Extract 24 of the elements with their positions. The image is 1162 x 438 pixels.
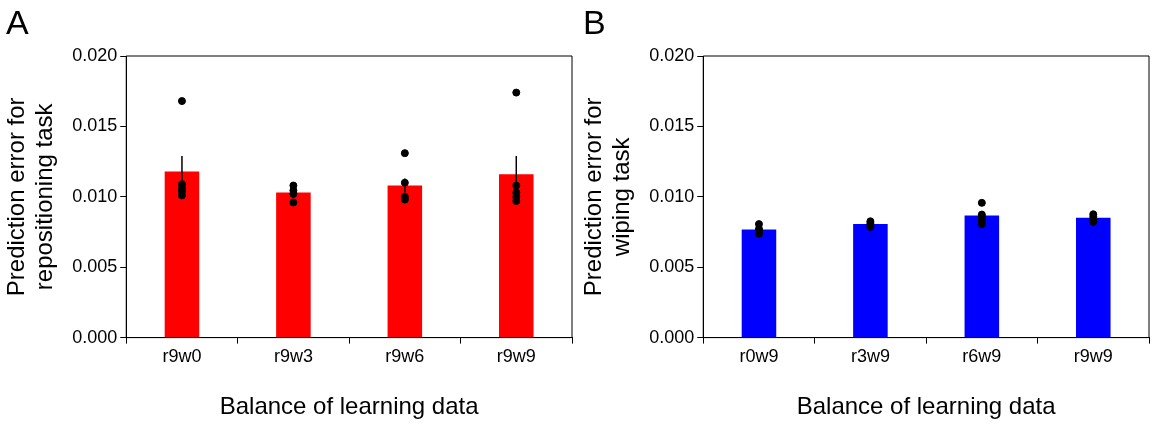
x-tick-label: r0w9	[739, 346, 779, 367]
y-tick-label: 0.015	[649, 115, 695, 136]
y-tick-label: 0.020	[649, 44, 695, 65]
y-tick-label: 0.005	[72, 256, 118, 277]
x-tick-label: r9w0	[162, 346, 202, 367]
x-tick-label: r9w6	[385, 346, 425, 367]
y-tick-label: 0.010	[72, 185, 118, 206]
chart-title: A	[6, 3, 29, 42]
y-axis-title: Prediction error for repositioning task	[2, 97, 58, 297]
y-tick-label: 0.000	[72, 326, 118, 347]
y-tick-label: 0.000	[649, 326, 695, 347]
y-tick-label: 0.010	[649, 185, 695, 206]
x-tick-label: r9w3	[273, 346, 313, 367]
y-tick-label: 0.020	[72, 44, 118, 65]
x-tick-label: r9w9	[496, 346, 536, 367]
x-tick-label: r6w9	[962, 346, 1002, 367]
x-axis-title: Balance of learning data	[796, 392, 1057, 420]
x-tick-label: r9w9	[1073, 346, 1113, 367]
chart-title: B	[583, 3, 606, 42]
x-tick-label: r3w9	[850, 346, 890, 367]
y-tick-label: 0.005	[649, 256, 695, 277]
y-tick-label: 0.015	[72, 115, 118, 136]
x-axis-title: Balance of learning data	[219, 392, 480, 420]
y-axis-title: Prediction error for wiping task	[579, 97, 635, 297]
